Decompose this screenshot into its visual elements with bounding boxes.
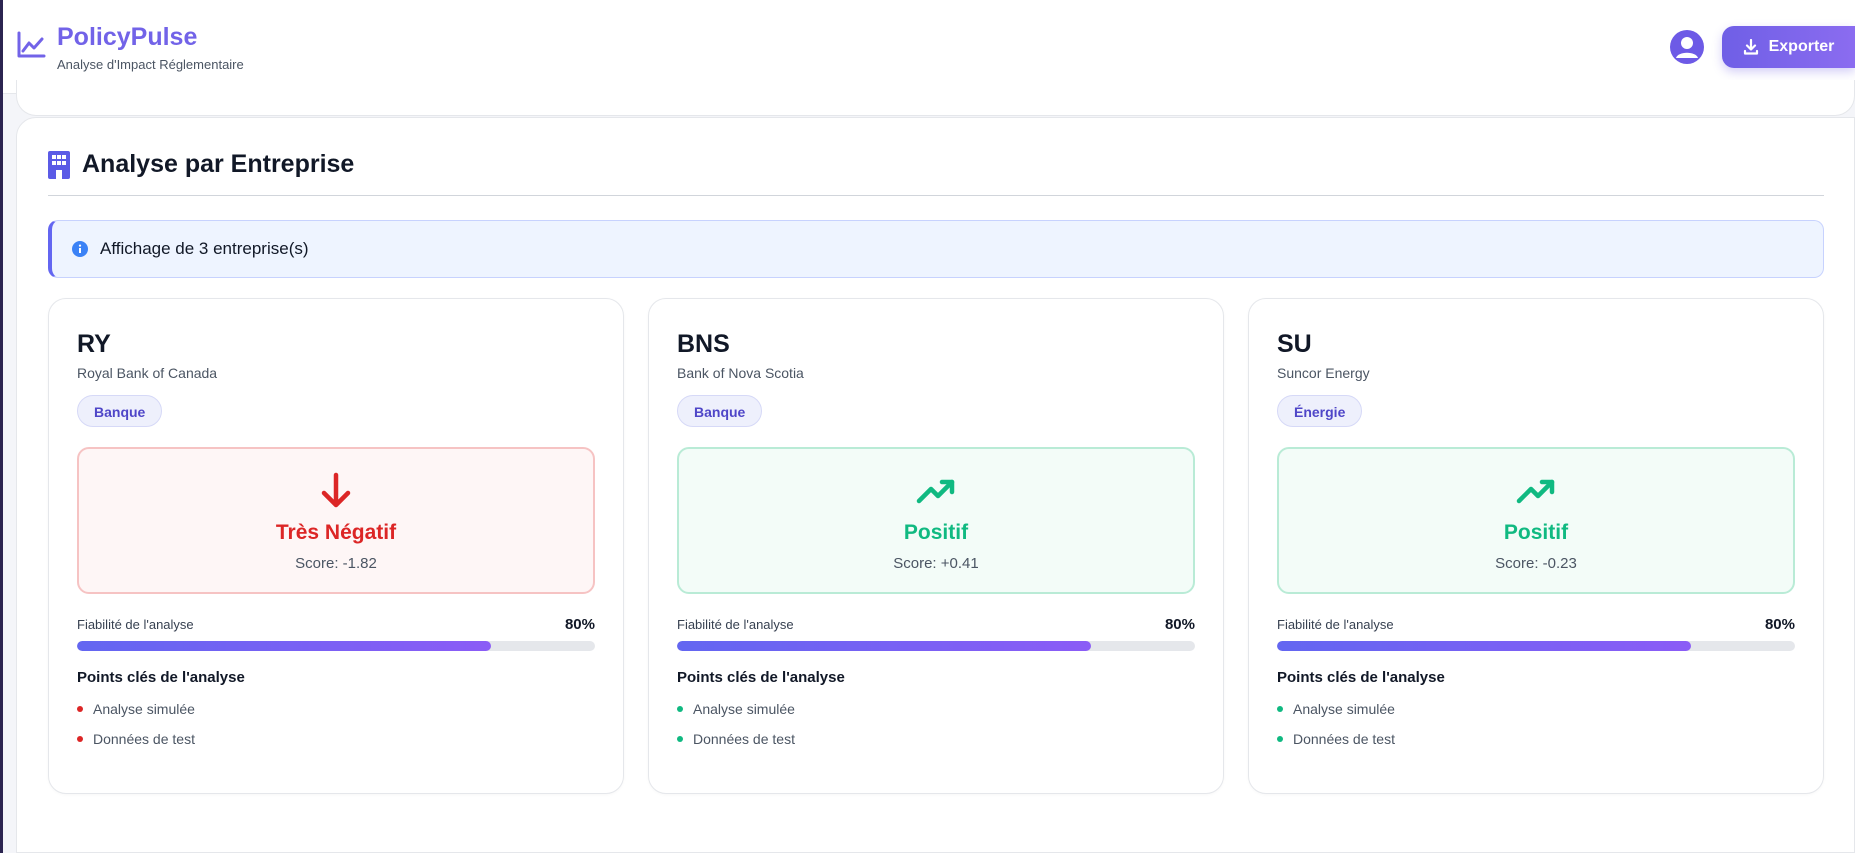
sector-badge: Énergie	[1277, 395, 1363, 427]
reliability-progress-fill	[1277, 641, 1692, 651]
impact-score: Score: +0.41	[893, 555, 979, 572]
info-banner: Affichage de 3 entreprise(s)	[48, 220, 1824, 278]
section-title: Analyse par Entreprise	[82, 150, 355, 178]
impact-box: Positif Score: +0.41	[677, 447, 1195, 594]
company-name: Suncor Energy	[1277, 365, 1370, 381]
company-name: Royal Bank of Canada	[77, 365, 218, 381]
bullet-dot	[677, 736, 683, 742]
export-label: Exporter	[1768, 37, 1835, 55]
key-point-text: Données de test	[693, 731, 795, 747]
company-analysis-section: Analyse par Entreprise Affichage de 3 en…	[16, 117, 1855, 853]
key-point-text: Analyse simulée	[693, 701, 795, 717]
key-point-text: Données de test	[93, 731, 195, 747]
sector-badge: Banque	[677, 395, 763, 427]
company-ticker: SU	[1277, 330, 1312, 358]
sector-badge: Banque	[77, 395, 163, 427]
reliability-value: 80%	[1164, 616, 1195, 633]
user-account-button[interactable]	[1670, 29, 1704, 64]
impact-label: Très Négatif	[275, 521, 397, 544]
company-card-su[interactable]: SU Suncor Energy Énergie Positif Score: …	[1248, 298, 1824, 794]
previous-section-card	[16, 80, 1855, 116]
key-point-text: Analyse simulée	[1293, 701, 1395, 717]
bullet-dot	[677, 706, 683, 712]
list-item: Données de test	[77, 724, 595, 754]
trending-up-icon	[1516, 479, 1555, 504]
key-points-list: Analyse simulée Données de test	[677, 694, 1195, 754]
reliability-progress	[77, 641, 595, 651]
reliability-label: Fiabilité de l'analyse	[77, 617, 194, 632]
info-text: Affichage de 3 entreprise(s)	[100, 239, 309, 258]
reliability-progress	[677, 641, 1195, 651]
company-cards: RY Royal Bank of Canada Banque Très Néga…	[48, 298, 1824, 794]
list-item: Analyse simulée	[77, 694, 595, 724]
impact-score: Score: -0.23	[1495, 555, 1577, 572]
reliability-label: Fiabilité de l'analyse	[1277, 617, 1394, 632]
app-header: PolicyPulse Analyse d'Impact Réglementai…	[3, 0, 1855, 94]
list-item: Analyse simulée	[677, 694, 1195, 724]
company-name: Bank of Nova Scotia	[677, 365, 804, 381]
brand[interactable]: PolicyPulse Analyse d'Impact Réglementai…	[15, 21, 244, 72]
reliability-progress-fill	[77, 641, 492, 651]
company-card-ry[interactable]: RY Royal Bank of Canada Banque Très Néga…	[48, 298, 624, 794]
key-points-list: Analyse simulée Données de test	[77, 694, 595, 754]
bullet-dot	[1277, 706, 1283, 712]
key-points-title: Points clés de l'analyse	[677, 669, 845, 686]
user-icon	[1676, 36, 1698, 58]
chart-line-icon	[17, 31, 46, 58]
list-item: Analyse simulée	[1277, 694, 1795, 724]
key-points-list: Analyse simulée Données de test	[1277, 694, 1795, 754]
bullet-dot	[1277, 736, 1283, 742]
section-header: Analyse par Entreprise	[48, 150, 1824, 196]
export-button[interactable]: Exporter	[1722, 25, 1855, 68]
app-subtitle: Analyse d'Impact Réglementaire	[57, 57, 244, 72]
key-point-text: Analyse simulée	[93, 701, 195, 717]
key-points-title: Points clés de l'analyse	[77, 669, 245, 686]
company-ticker: RY	[77, 330, 111, 358]
building-icon	[48, 150, 70, 179]
arrow-down-icon	[321, 472, 351, 508]
list-item: Données de test	[1277, 724, 1795, 754]
bullet-dot	[77, 706, 83, 712]
impact-score: Score: -1.82	[295, 555, 377, 572]
list-item: Données de test	[677, 724, 1195, 754]
app-title: PolicyPulse	[57, 23, 198, 51]
trending-up-icon	[916, 479, 955, 504]
window-edge	[0, 0, 3, 853]
company-ticker: BNS	[677, 330, 730, 358]
key-point-text: Données de test	[1293, 731, 1395, 747]
impact-label: Positif	[903, 521, 969, 544]
download-icon	[1743, 38, 1758, 55]
impact-label: Positif	[1503, 521, 1569, 544]
impact-box: Positif Score: -0.23	[1277, 447, 1795, 594]
key-points-title: Points clés de l'analyse	[1277, 669, 1445, 686]
impact-box: Très Négatif Score: -1.82	[77, 447, 595, 594]
company-card-bns[interactable]: BNS Bank of Nova Scotia Banque Positif S…	[648, 298, 1224, 794]
reliability-progress	[1277, 641, 1795, 651]
reliability-progress-fill	[677, 641, 1092, 651]
reliability-label: Fiabilité de l'analyse	[677, 617, 794, 632]
bullet-dot	[77, 736, 83, 742]
reliability-value: 80%	[1764, 616, 1795, 633]
reliability-value: 80%	[564, 616, 595, 633]
info-icon	[72, 241, 88, 257]
